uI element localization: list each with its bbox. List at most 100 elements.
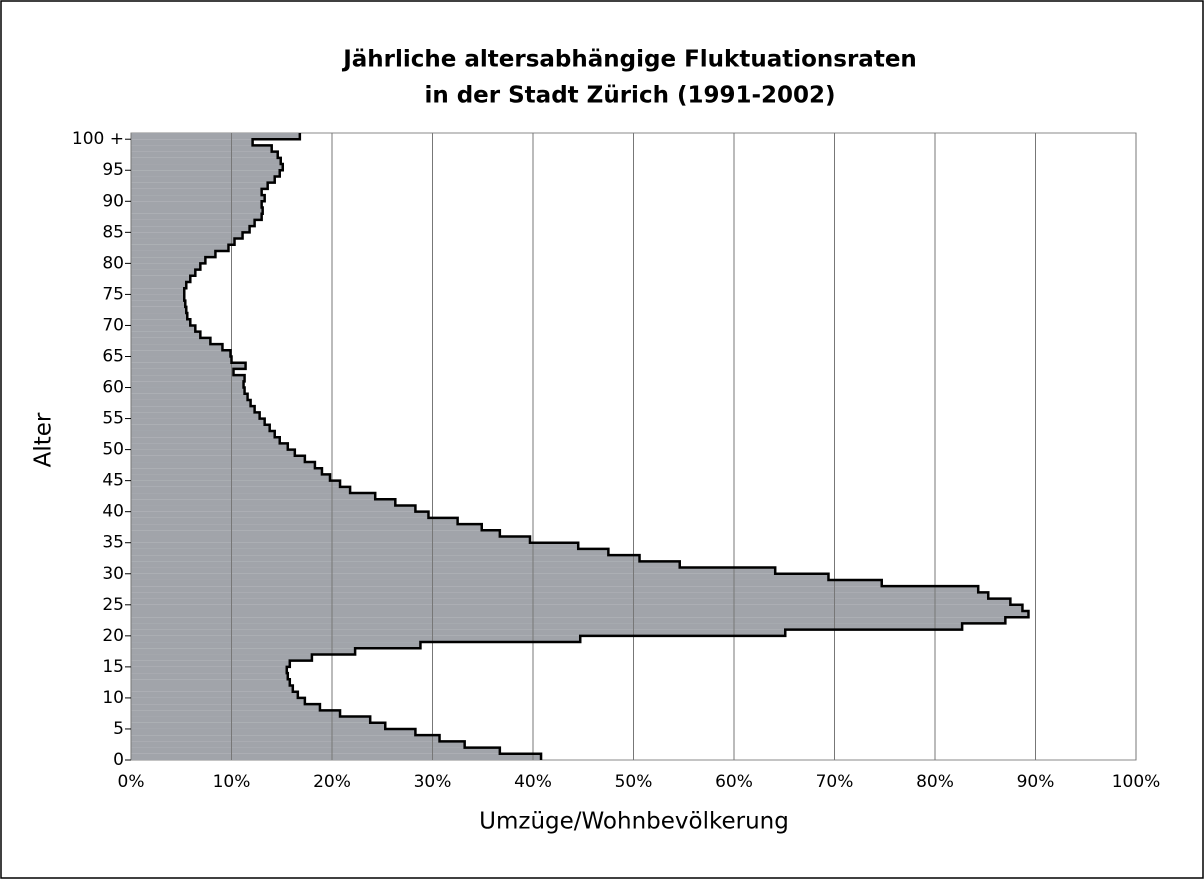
y-tick-label: 75 [102,284,124,304]
bar [131,393,248,400]
bar [131,368,234,376]
y-tick-label: 15 [102,657,124,677]
bar [131,579,882,587]
bar [131,493,376,500]
bar [131,573,829,580]
bar [131,542,579,549]
bar [131,319,191,326]
bar [131,387,245,394]
bar [131,151,278,158]
bar [131,642,421,649]
bar [131,617,1006,624]
y-tick-label: 100 + [72,129,124,149]
x-tick-label: 50% [615,772,653,792]
bar [131,201,262,208]
bar [131,139,253,146]
bar [131,157,281,165]
bar [131,244,229,251]
x-tick-label: 100% [1112,772,1161,792]
bar [131,753,542,760]
bar [131,704,320,711]
bar [131,362,246,369]
y-tick-label: 90 [102,191,124,211]
bar [131,629,786,636]
y-tick-label: 45 [102,471,124,491]
bar [131,735,440,742]
y-tick-label: 70 [102,315,124,335]
chart-title: Jährliche altersabhängige Fluktuationsra… [341,47,917,73]
bar [131,344,223,351]
bar [131,337,211,345]
bar [131,747,500,754]
bar [131,728,416,736]
bar [131,250,216,258]
bar [131,232,243,239]
bar [131,611,1029,618]
bar [131,511,429,518]
bar [131,182,268,189]
y-tick-label: 30 [102,564,124,584]
bar [131,648,356,655]
bar [131,486,351,494]
bar [131,449,295,456]
bar [131,306,187,314]
bar [131,350,231,357]
bar [131,455,305,463]
bar [131,219,255,227]
bar [131,288,185,295]
bar [131,263,201,270]
y-tick-label: 55 [102,409,124,429]
bar [131,399,251,407]
bar [131,331,201,338]
y-tick-label: 95 [102,160,124,180]
bar [131,238,235,245]
bar [131,281,187,289]
bar [131,586,979,593]
bar [131,412,260,419]
bar [131,133,300,140]
bar [131,685,293,692]
bar [131,207,263,214]
bar [131,561,680,568]
x-tick-label: 90% [1017,772,1055,792]
step-outline [183,133,1030,760]
bar [131,430,275,438]
y-tick-label: 65 [102,346,124,366]
bar [131,375,245,382]
x-axis-label: Umzüge/Wohnbevölkerung [479,809,789,835]
bar [131,195,265,202]
bar [131,530,500,537]
bar [131,300,186,307]
bar [131,741,465,748]
bar [131,188,262,196]
bar [131,213,262,220]
bar [131,654,312,661]
y-tick-label: 50 [102,440,124,460]
x-tick-label: 0% [118,772,145,792]
bar [131,443,288,450]
bar [131,623,963,630]
bar [131,697,305,705]
bar [131,226,250,233]
bar [131,424,270,431]
bar [131,468,322,475]
bar [131,257,206,264]
bar [131,480,341,487]
bar [131,722,386,729]
bar [131,418,265,425]
bar [131,691,298,698]
bar [131,325,196,332]
bar [131,517,458,525]
x-tick-label: 60% [715,772,753,792]
y-tick-label: 25 [102,595,124,615]
bar [131,660,290,667]
y-tick-label: 35 [102,533,124,553]
x-tick-label: 40% [514,772,552,792]
x-tick-label: 80% [916,772,954,792]
x-tick-label: 20% [313,772,351,792]
bar [131,269,196,276]
bar [131,294,185,301]
bar [131,679,290,686]
bar [131,437,280,444]
y-tick-label: 0 [113,750,124,770]
